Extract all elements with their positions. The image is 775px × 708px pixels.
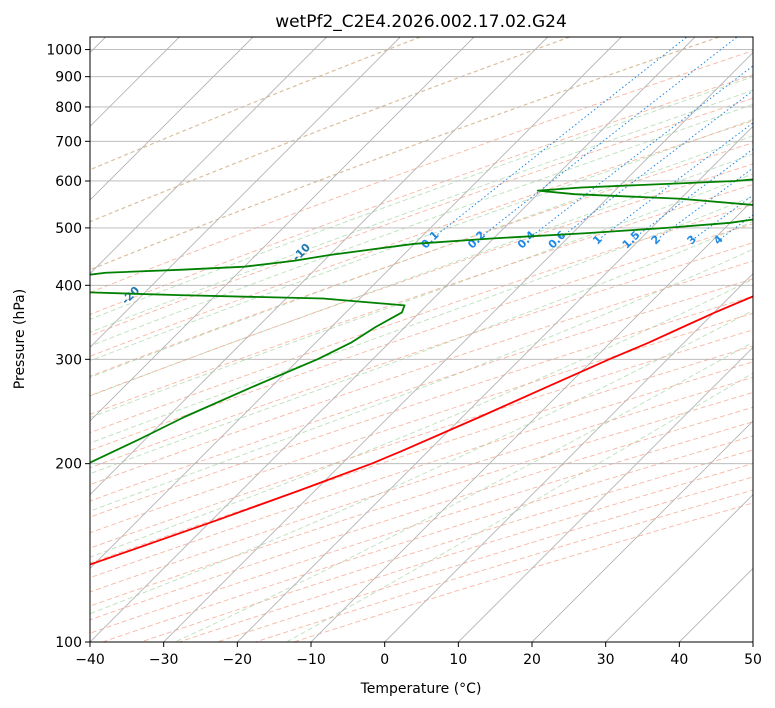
isotherm-line (237, 125, 753, 642)
x-axis-ticks: −40 −30 −20 −10 0 10 20 30 40 50 (75, 642, 762, 668)
dry-adiabat-line (90, 421, 753, 634)
dry-adiabat-line (90, 345, 753, 564)
y-tick-label: 200 (55, 457, 82, 473)
sounding-profiles (90, 178, 753, 566)
dry-adiabat-line (90, 37, 720, 271)
moist-adiabat-line (90, 118, 753, 362)
isotherm-line (90, 37, 327, 275)
mixing-ratio-lines (432, 37, 753, 239)
plot-area: -100-90-80-70-60-50-40-30-20-10010203040… (90, 37, 765, 642)
x-tick-label: 20 (523, 652, 541, 668)
isotherm-line (90, 37, 696, 642)
isotherm-line (531, 420, 753, 642)
isotherm-line (384, 273, 753, 642)
x-tick-label: 40 (670, 652, 688, 668)
isotherm-line (90, 37, 622, 569)
x-tick-label: −10 (296, 652, 326, 668)
dry-adiabat-line (178, 463, 753, 642)
isotherm-line (605, 494, 753, 642)
isotherm-gridlines (90, 37, 753, 642)
moist-adiabat-line (90, 76, 753, 320)
dry-adiabat-line (90, 142, 753, 377)
isobar-gridlines (90, 49, 753, 642)
y-tick-label: 700 (55, 134, 82, 150)
dry-adiabat-line (90, 223, 753, 451)
x-tick-label: −40 (75, 652, 105, 668)
isotherm-line (90, 37, 548, 496)
dewpoint-profile-line (90, 178, 753, 464)
isotherm-line (90, 37, 254, 201)
x-tick-label: −20 (223, 652, 253, 668)
dry-adiabat-line (140, 449, 753, 642)
dry-adiabat-line (217, 476, 753, 642)
y-tick-label: 400 (55, 278, 82, 294)
dry-adiabat-line (90, 97, 753, 337)
dry-adiabats (90, 37, 753, 642)
plot-frame (89, 36, 754, 643)
y-axis-label: Pressure (hPa) (12, 289, 28, 389)
x-tick-label: 30 (597, 652, 615, 668)
mixing-ratio-line (478, 37, 738, 239)
y-tick-label: 800 (55, 100, 82, 116)
y-tick-label: 500 (55, 221, 82, 237)
chart-title: wetPf2_C2E4.2026.002.17.02.G24 (275, 12, 567, 32)
dry-adiabat-line (90, 120, 753, 357)
moist-adiabat-line (90, 103, 753, 347)
moist-adiabat-line (286, 372, 753, 642)
x-tick-label: 50 (744, 652, 762, 668)
y-tick-label: 600 (55, 174, 82, 190)
dry-adiabat-line (90, 37, 570, 223)
dry-adiabat-line (90, 312, 753, 534)
mixing-ratio-line (432, 37, 688, 239)
moist-adiabat-line (90, 89, 753, 333)
isotherm-line (163, 52, 753, 642)
moist-adiabat-line (90, 173, 753, 419)
y-tick-label: 100 (55, 635, 82, 651)
mixing-ratio-label: 6 (750, 232, 765, 247)
dry-adiabat-line (102, 435, 753, 642)
y-tick-label: 1000 (46, 43, 82, 59)
y-tick-label: 300 (55, 352, 82, 368)
moist-adiabat-line (174, 341, 753, 642)
y-axis-ticks: 1000 900 800 700 600 500 400 300 200 100 (46, 43, 90, 651)
isotherm-line (90, 37, 401, 348)
temperature-profile-line (90, 295, 753, 566)
mixing-ratio-line (599, 122, 753, 239)
x-tick-label: 10 (449, 652, 467, 668)
dry-adiabat-line (90, 278, 753, 502)
x-tick-label: 0 (380, 652, 389, 668)
moist-adiabat-line (90, 220, 753, 475)
x-tick-label: −30 (149, 652, 179, 668)
isotherm-line (90, 37, 475, 422)
dry-adiabat-line (90, 260, 753, 486)
dry-adiabat-line (90, 329, 753, 549)
x-axis-label: Temperature (°C) (360, 681, 482, 697)
mixing-ratio-line (559, 90, 753, 239)
moist-adiabat-line (90, 248, 753, 512)
dry-adiabat-line (90, 183, 753, 415)
moist-adiabat-line (90, 153, 753, 397)
y-tick-label: 900 (55, 70, 82, 86)
dry-adiabat-line (90, 361, 753, 579)
isotherm-line (310, 199, 753, 642)
isotherm-line (458, 346, 753, 642)
mixing-ratio-line (528, 65, 753, 239)
dry-adiabat-line (90, 242, 753, 469)
